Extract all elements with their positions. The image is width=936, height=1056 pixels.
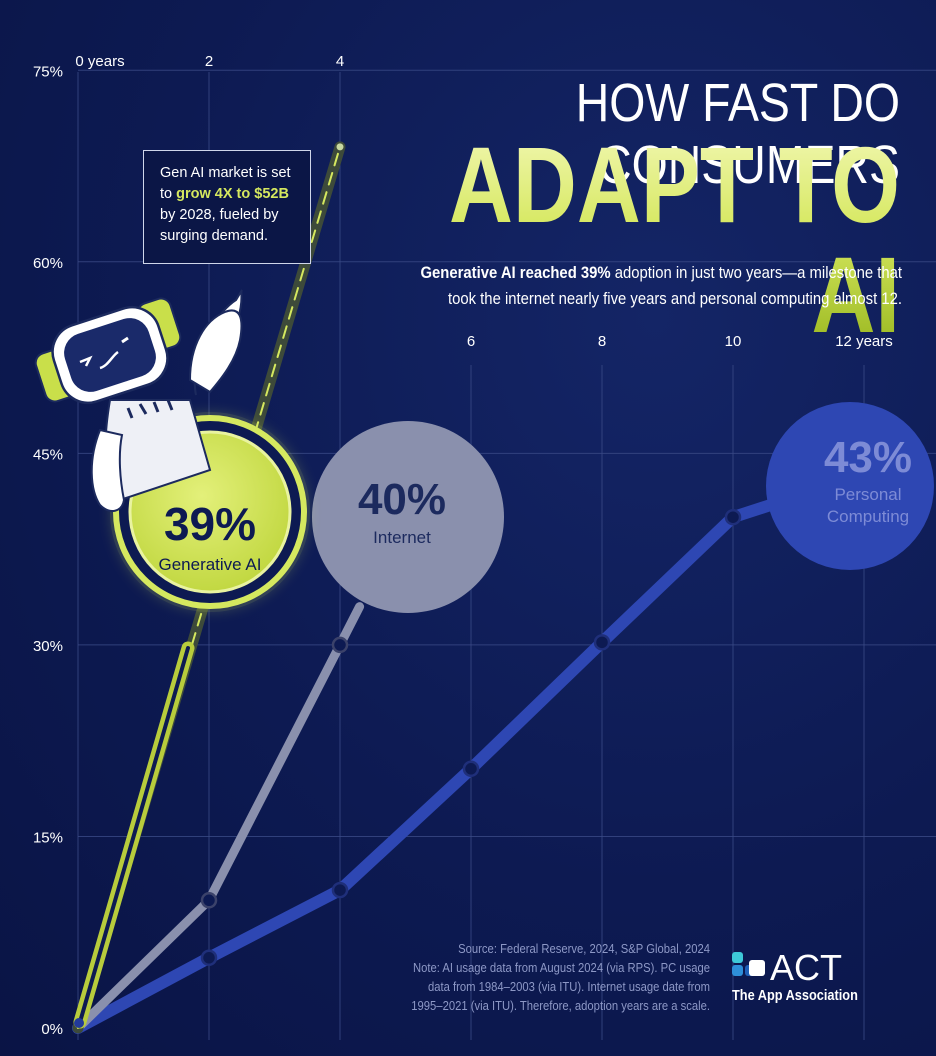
title-line-2: ADAPT TO AI xyxy=(433,130,900,350)
y-tick-label: 60% xyxy=(33,255,63,272)
source-line-2: Note: AI usage data from August 2024 (vi… xyxy=(412,961,710,975)
y-tick-label: 0% xyxy=(41,1021,63,1038)
logo-tagline: The App Association xyxy=(732,987,858,1004)
robot-arm xyxy=(90,428,126,512)
series-label-personal-computing-2: Computing xyxy=(827,507,909,526)
subtitle-bold: Generative AI reached 39% xyxy=(420,264,611,282)
source-note: Source: Federal Reserve, 2024, S&P Globa… xyxy=(395,940,710,1016)
x-tick-label: 8 xyxy=(598,333,606,350)
point-personal-computing xyxy=(593,634,611,651)
robot-eye-left xyxy=(79,355,93,367)
bubble-internet xyxy=(312,421,504,613)
x-tick-label: 4 xyxy=(336,53,344,70)
y-tick-label: 15% xyxy=(33,829,63,846)
callout-highlight: grow 4X to $52B xyxy=(176,186,289,202)
subtitle-rest: adoption in just two years—a milestone t… xyxy=(610,264,902,282)
point-personal-computing xyxy=(462,760,480,778)
market-callout: Gen AI market is set to grow 4X to $52B … xyxy=(143,150,311,264)
logo-square-2 xyxy=(732,965,743,976)
x-tick-label: 6 xyxy=(467,333,475,350)
title-line-1: HOW FAST DO CONSUMERS xyxy=(575,73,900,195)
subtitle: Generative AI reached 39% adoption in ju… xyxy=(414,260,902,312)
genai-pin-stick-inner xyxy=(78,646,190,1024)
x-tick-label: 2 xyxy=(205,53,213,70)
value-label-genai: 39% xyxy=(164,498,256,550)
robot-illustration xyxy=(34,289,243,512)
logo-square-4 xyxy=(749,960,765,976)
y-tick-label: 75% xyxy=(33,63,63,80)
robot-eye-right xyxy=(121,336,129,344)
robot-mouth xyxy=(99,350,119,370)
source-line-3: data from 1984–2003 (via ITU). Internet … xyxy=(427,980,710,994)
series-line-internet xyxy=(73,602,365,1033)
point-internet xyxy=(331,636,349,654)
point-genai-end xyxy=(336,143,344,151)
source-line-4: 1995–2021 (via ITU). Therefore, adoption… xyxy=(411,999,710,1013)
point-personal-computing xyxy=(724,508,742,526)
logo-name: ACT xyxy=(770,947,842,988)
y-tick-label: 30% xyxy=(33,638,63,655)
bubble-personal-computing xyxy=(766,402,934,570)
callout-text-after: by 2028, fueled by surging demand. xyxy=(160,207,279,244)
callout-text-before: Gen AI market is set to xyxy=(160,165,291,202)
y-tick-label: 45% xyxy=(33,446,63,463)
x-tick-label: 0 years xyxy=(75,53,124,70)
point-personal-computing xyxy=(200,949,218,967)
origin-point xyxy=(74,1018,84,1028)
series-label-internet: Internet xyxy=(373,528,431,547)
point-personal-computing xyxy=(331,881,349,899)
value-label-internet: 40% xyxy=(358,475,446,524)
act-logo: ACT The App Association xyxy=(732,947,858,1012)
robot-collar xyxy=(126,399,174,419)
robot-face-screen xyxy=(64,318,156,392)
logo-square-1 xyxy=(732,952,743,963)
subtitle-line-2: took the internet nearly five years and … xyxy=(447,290,902,308)
x-tick-label: 10 xyxy=(725,333,742,350)
source-line-1: Source: Federal Reserve, 2024, S&P Globa… xyxy=(458,942,710,956)
x-tick-label: 12 years xyxy=(835,333,893,350)
series-label-genai: Generative AI xyxy=(158,555,261,574)
point-internet xyxy=(200,892,218,909)
series-label-personal-computing-1: Personal xyxy=(834,485,901,504)
robot-hand xyxy=(188,309,243,394)
value-label-personal-computing: 43% xyxy=(824,433,912,482)
